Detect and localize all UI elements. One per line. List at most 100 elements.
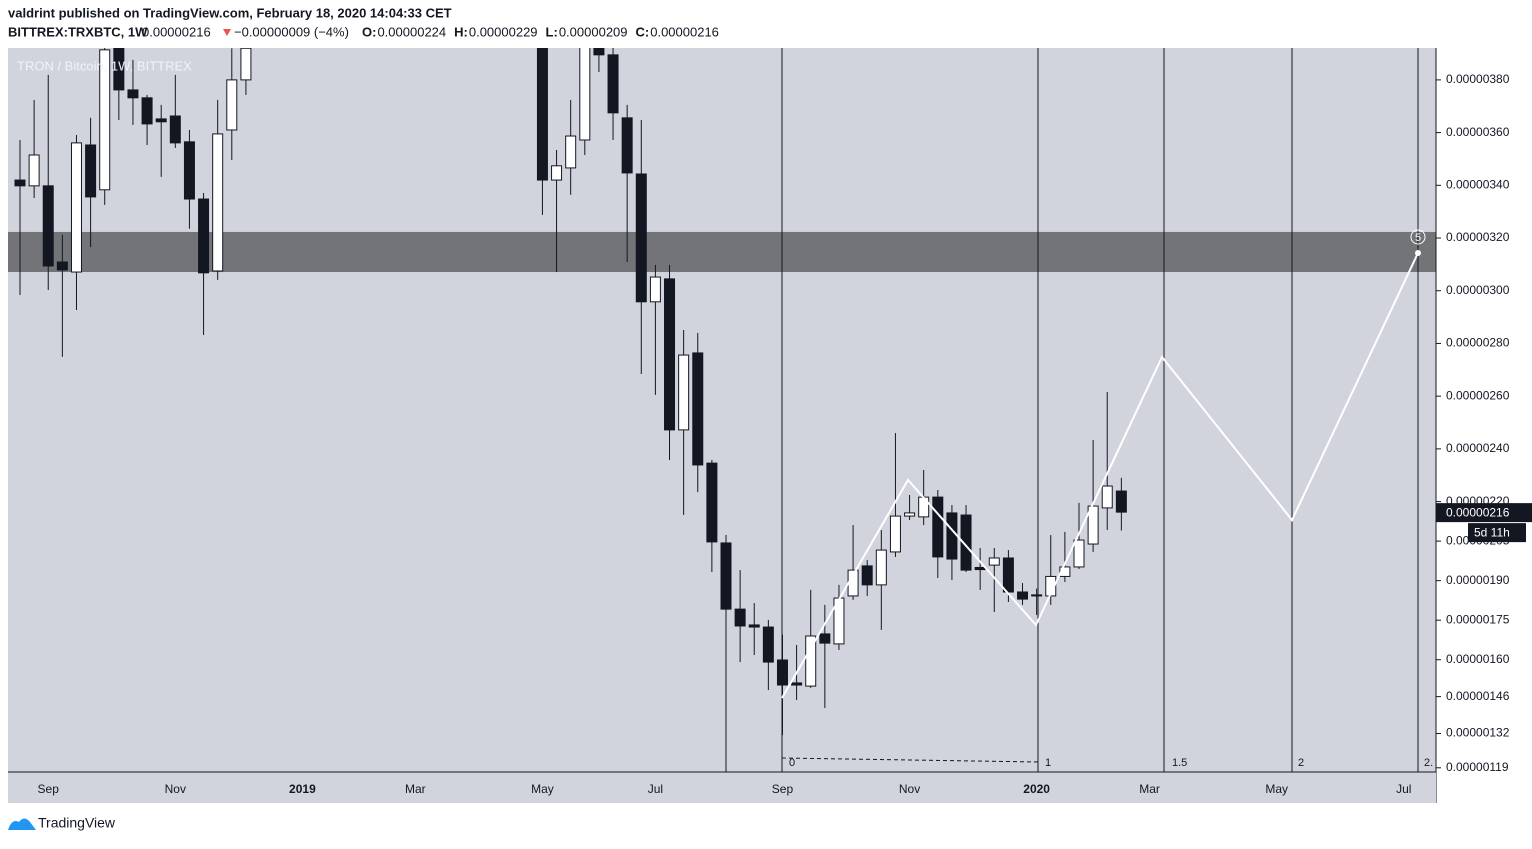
candle-body bbox=[960, 514, 972, 571]
candle-body bbox=[56, 261, 68, 271]
candle-body bbox=[42, 185, 54, 267]
ohlc-value: 0.00000229 bbox=[469, 24, 538, 39]
y-tick-label: 0.00000280 bbox=[1446, 336, 1510, 350]
fib-time-zones bbox=[781, 48, 1419, 772]
candle-body bbox=[720, 542, 732, 610]
candle-body bbox=[1031, 594, 1043, 597]
plot bbox=[8, 48, 1436, 772]
candle-body bbox=[988, 557, 1000, 566]
y-tick-label: 0.00000175 bbox=[1446, 612, 1510, 626]
ohlc-key: O: bbox=[362, 24, 376, 39]
axes: 0.00000380 0.00000360 0.00000340 0.00000320… bbox=[38, 72, 1532, 796]
x-tick-label: 2020 bbox=[1023, 782, 1050, 796]
plot-background bbox=[8, 48, 1436, 772]
ohlc-value: 0.00000216 bbox=[650, 24, 719, 39]
ohlc-key: H: bbox=[454, 24, 468, 39]
x-tick-label: Sep bbox=[772, 782, 794, 796]
last-price-box bbox=[1436, 503, 1532, 523]
countdown-box bbox=[1468, 523, 1526, 543]
y-tick-label: 0.00000380 bbox=[1446, 72, 1510, 86]
y-tick-label: 0.00000190 bbox=[1446, 573, 1510, 587]
candle-body bbox=[536, 48, 548, 181]
candle-body bbox=[664, 278, 676, 431]
candle-body bbox=[551, 165, 563, 181]
x-tick-label: May bbox=[531, 782, 554, 796]
wave-circle bbox=[1410, 229, 1426, 245]
candle-body bbox=[183, 141, 195, 200]
legend: TRON / Bitcoin, 1W, BITTREX bbox=[17, 58, 192, 73]
fib-label: 1 bbox=[1045, 757, 1051, 769]
candle-body bbox=[607, 54, 619, 114]
candle-body bbox=[861, 565, 873, 586]
candle-body bbox=[819, 633, 831, 644]
candle-body bbox=[240, 48, 252, 81]
author-line: valdrint published on TradingView.com, F… bbox=[8, 5, 452, 20]
x-tick-label: Jul bbox=[1396, 782, 1411, 796]
candle-body bbox=[1017, 591, 1029, 600]
candle-body bbox=[889, 515, 901, 553]
footer: TradingView bbox=[38, 815, 116, 831]
fib-label: 1.5 bbox=[1172, 757, 1187, 769]
y-tick-label: 0.00000300 bbox=[1446, 283, 1510, 297]
candle-body bbox=[113, 48, 125, 91]
candle-body bbox=[875, 549, 887, 586]
change: −0.00000009 (−4%) bbox=[234, 24, 349, 39]
candle-body bbox=[198, 198, 210, 274]
candle-body bbox=[14, 179, 26, 187]
last-price-label: 0.00000216 bbox=[1446, 505, 1510, 519]
candle-body bbox=[918, 496, 930, 518]
candle-body bbox=[226, 79, 238, 131]
candle-body bbox=[28, 154, 40, 187]
countdown: 5d 11h bbox=[1474, 525, 1510, 539]
y-tick-label: 0.00000340 bbox=[1446, 177, 1510, 191]
candle-body bbox=[734, 608, 746, 627]
candle-body bbox=[974, 566, 986, 571]
x-tick-label: Jul bbox=[648, 782, 663, 796]
ohlc-value: 0.00000224 bbox=[377, 24, 446, 39]
ohlc-key: L: bbox=[546, 24, 558, 39]
x-tick-label: May bbox=[1265, 782, 1288, 796]
y-tick-label: 0.00000260 bbox=[1446, 388, 1510, 402]
candle-body bbox=[692, 352, 704, 466]
candle-body bbox=[127, 89, 139, 99]
candle-body bbox=[791, 682, 803, 686]
y-tick-label: 0.00000240 bbox=[1446, 441, 1510, 455]
x-tick-label: Sep bbox=[38, 782, 60, 796]
candle-body bbox=[579, 48, 591, 141]
y-tick-label: 0.00000320 bbox=[1446, 230, 1510, 244]
y-tick-label: 0.00000119 bbox=[1446, 760, 1509, 774]
candle-body bbox=[212, 133, 224, 272]
candle-body bbox=[1059, 566, 1071, 577]
candle-body bbox=[805, 635, 817, 687]
wave-label: 5 bbox=[1415, 232, 1421, 244]
candle-body bbox=[748, 624, 760, 628]
candle-body bbox=[1101, 485, 1113, 509]
resistance-zone bbox=[8, 231, 1436, 273]
x-tick-label: Nov bbox=[899, 782, 920, 796]
fib-label: 2. bbox=[1424, 757, 1433, 769]
candle-body bbox=[141, 97, 153, 125]
candle-body bbox=[1115, 490, 1127, 513]
candle-body bbox=[1087, 505, 1099, 545]
ohlc-value: 0.00000209 bbox=[559, 24, 628, 39]
fib-label: 0 bbox=[789, 757, 795, 769]
down-arrow bbox=[223, 29, 231, 36]
symbol-line: BITTREX:TRXBTC, 1W 0.00000216 −0.0000000… bbox=[8, 24, 349, 39]
y-tick-label: 0.00000360 bbox=[1446, 125, 1510, 139]
x-tick-label: Mar bbox=[405, 782, 426, 796]
candle-body bbox=[85, 144, 97, 198]
logo-icon bbox=[8, 818, 36, 830]
last: 0.00000216 bbox=[142, 24, 211, 39]
time-scale bbox=[8, 772, 1436, 803]
candle-body bbox=[565, 135, 577, 169]
price-scale bbox=[1436, 48, 1532, 803]
y-tick-label: 0.00000160 bbox=[1446, 652, 1510, 666]
fib-label: 2 bbox=[1298, 757, 1304, 769]
candle-body bbox=[155, 118, 167, 123]
candle-body bbox=[593, 48, 605, 56]
symbol: BITTREX:TRXBTC, 1W bbox=[8, 24, 148, 39]
candle-body bbox=[1073, 539, 1085, 568]
candle-body bbox=[678, 354, 690, 431]
candle-body bbox=[649, 276, 661, 303]
